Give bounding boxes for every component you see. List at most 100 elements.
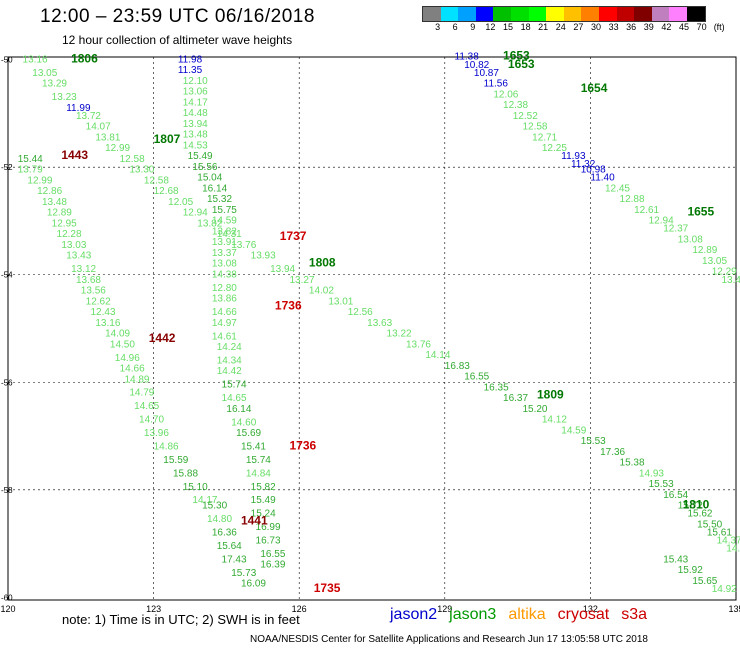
swh-value: 15.88 (173, 468, 198, 479)
pass-time-label: 1806 (71, 51, 98, 65)
swh-value: 14.65 (134, 401, 159, 412)
swh-value: 16.55 (260, 549, 285, 560)
swh-value: 12.94 (649, 216, 674, 227)
color-scale-cell (686, 7, 705, 21)
pass-time-label: 1654 (581, 81, 608, 95)
swh-value: 11.40 (590, 173, 615, 184)
swh-value: 16.83 (445, 361, 470, 372)
swh-value: 11.35 (178, 65, 203, 76)
color-scale-label: 9 (470, 22, 476, 32)
swh-value: 12.99 (27, 175, 52, 186)
swh-value: 15.41 (241, 441, 266, 452)
swh-value: 13.63 (367, 318, 392, 329)
swh-value: 16.09 (241, 579, 266, 590)
swh-value: 15.74 (246, 455, 271, 466)
swh-value: 13.48 (183, 130, 208, 141)
swh-value: 14.37 (717, 536, 740, 547)
page-title: 12:00 – 23:59 UTC 06/16/2018 (40, 6, 315, 27)
pass-time-label: 1736 (289, 438, 316, 452)
swh-value: 15.20 (522, 404, 547, 415)
swh-value: 14.09 (105, 329, 130, 340)
footnote: note: 1) Time is in UTC; 2) SWH is in fe… (62, 612, 300, 627)
swh-value: 12.10 (183, 76, 208, 87)
swh-value: 14.96 (115, 353, 140, 364)
color-scale-label: 70 (696, 22, 707, 32)
swh-value: 13.16 (95, 318, 120, 329)
swh-value: 12.89 (47, 208, 72, 219)
swh-value: 15.61 (707, 527, 732, 538)
swh-value: 14.93 (639, 468, 664, 479)
color-scale-cell (634, 7, 652, 21)
color-scale-cell (598, 7, 617, 21)
map-grid (7, 56, 737, 601)
swh-value: 15.73 (231, 568, 256, 579)
swh-value: 15.82 (251, 482, 276, 493)
swh-value: 12.86 (37, 186, 62, 197)
swh-value: 13.30 (129, 165, 154, 176)
swh-value: 15.64 (217, 541, 242, 552)
swh-value: 14.38 (212, 269, 237, 280)
pass-time-label: 1808 (309, 256, 336, 270)
swh-value: 16.54 (663, 490, 688, 501)
swh-value: 14.60 (231, 417, 256, 428)
swh-value: 12.58 (522, 122, 547, 133)
pass-time-label: 1443 (61, 148, 88, 162)
swh-value: 16.55 (464, 372, 489, 383)
swh-value: 14.07 (86, 122, 111, 133)
color-scale-label: 24 (555, 22, 566, 32)
color-scale-cell (458, 7, 476, 21)
swh-value: 11.98 (178, 54, 203, 65)
swh-value: 12.95 (52, 218, 77, 229)
swh-value: 14.61 (212, 331, 237, 342)
swh-value: 14.79 (129, 388, 154, 399)
lat-tick-label: -60 (1, 593, 13, 602)
swh-value: 15.04 (197, 173, 222, 184)
pass-time-label: 1653 (503, 49, 530, 63)
swh-value: 13.08 (678, 234, 703, 245)
color-scale-label: 27 (573, 22, 584, 32)
swh-value: 12.28 (57, 229, 82, 240)
swh-value: 13.05 (702, 256, 727, 267)
axis-tick-labels: 120 123 126 129 132 135 -50 -52 -54 -56 -58 -60 (0, 56, 740, 614)
swh-value: 13.82 (197, 218, 222, 229)
swh-value: 13.86 (212, 294, 237, 305)
swh-value: 13.94 (183, 119, 208, 130)
color-scale-label: 21 (538, 22, 549, 32)
swh-value: 15.69 (236, 428, 261, 439)
pass-time-label: 1736 (275, 299, 302, 313)
swh-value: 14.42 (217, 366, 242, 377)
swh-value: 12.45 (605, 183, 630, 194)
color-scale-labels: 3 6 9 12 15 18 21 24 27 30 33 36 39 42 45 70 (ft) (422, 22, 732, 34)
swh-value: 12.89 (692, 245, 717, 256)
legend-entry-altika: altika (508, 606, 546, 623)
swh-value: 15.50 (697, 519, 722, 530)
swh-value: 17.36 (600, 447, 625, 458)
swh-value: 14.24 (217, 342, 242, 353)
swh-value: 15.49 (251, 495, 276, 506)
swh-value: 15.32 (207, 194, 232, 205)
satellite-legend: jason2 jason3 altika cryosat s3a (390, 606, 659, 624)
swh-value: 13.22 (387, 329, 412, 340)
swh-value: 13.91 (212, 237, 237, 248)
swh-value: 16.36 (212, 527, 237, 538)
color-scale-label: 3 (435, 22, 441, 32)
lat-tick-label: -52 (1, 163, 13, 172)
pass-time-label: 1735 (314, 581, 341, 595)
swh-value: 14.66 (212, 307, 237, 318)
swh-value: 17.43 (222, 554, 247, 565)
color-scale-label: 45 (678, 22, 690, 32)
color-scale-label: 42 (661, 22, 672, 32)
swh-value: 15.65 (692, 576, 717, 587)
pass-time-label: 1807 (154, 132, 181, 146)
swh-value: 14.14 (425, 350, 450, 361)
swh-value: 11.38 (455, 52, 480, 63)
swh-value: 12.29 (712, 267, 737, 278)
swh-value: 13.12 (71, 264, 96, 275)
swh-value: 12.43 (91, 307, 116, 318)
swh-value: 10.98 (581, 165, 606, 176)
swh-value: 13.29 (42, 79, 67, 90)
swh-value: 14.84 (246, 468, 271, 479)
swh-value: 14.59 (212, 216, 237, 227)
swh-value: 13.96 (144, 428, 169, 439)
swh-value: 14.12 (542, 415, 567, 426)
